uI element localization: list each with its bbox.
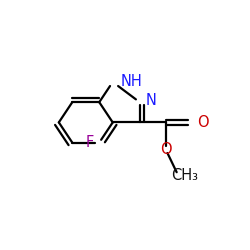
Text: O: O bbox=[198, 115, 209, 130]
Text: N: N bbox=[146, 93, 156, 108]
Text: CH₃: CH₃ bbox=[172, 168, 198, 183]
Text: F: F bbox=[85, 135, 94, 150]
Text: NH: NH bbox=[120, 74, 142, 90]
Text: O: O bbox=[160, 142, 172, 157]
